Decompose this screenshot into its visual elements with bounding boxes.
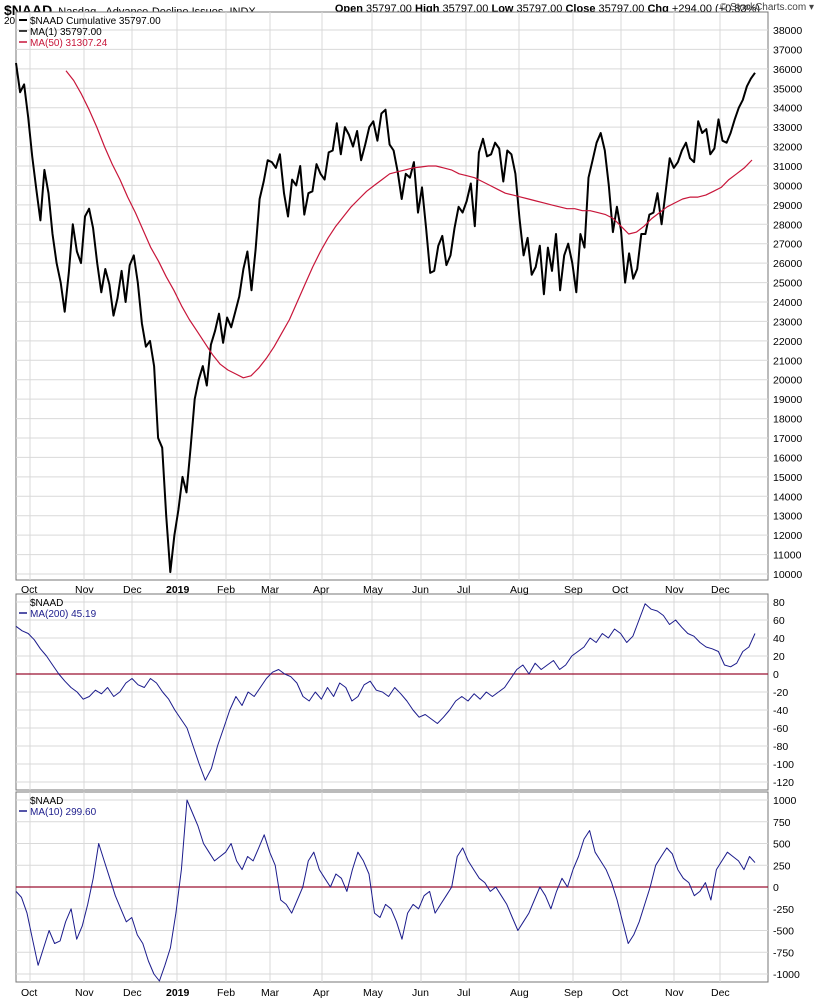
series-line--naad-cumulative	[15, 62, 756, 574]
y-tick-label: 0	[773, 882, 779, 894]
y-tick-label: 23000	[773, 316, 802, 328]
y-tick-label: -20	[773, 687, 788, 699]
x-tick-label: 2019	[166, 987, 190, 999]
y-tick-label: 19000	[773, 394, 802, 406]
y-tick-label: -250	[773, 904, 794, 916]
y-tick-label: -120	[773, 777, 794, 789]
x-tick-label: Aug	[510, 987, 529, 999]
y-tick-label: 24000	[773, 297, 802, 309]
y-tick-label: 13000	[773, 511, 802, 523]
brand-link[interactable]: © StockCharts.com ▾	[720, 2, 814, 13]
x-tick-label: Oct	[612, 584, 628, 596]
y-tick-label: 14000	[773, 491, 802, 503]
x-tick-label: Mar	[261, 987, 280, 999]
series-line-ma-50-	[65, 70, 753, 379]
caret-down-icon[interactable]: ▾	[808, 2, 814, 13]
y-tick-label: 500	[773, 839, 791, 851]
x-tick-label: Nov	[665, 584, 684, 596]
x-tick-label: Oct	[21, 584, 37, 596]
x-tick-label: Apr	[313, 987, 330, 999]
y-tick-label: 20000	[773, 375, 802, 387]
y-tick-label: -500	[773, 926, 794, 938]
y-tick-label: -750	[773, 947, 794, 959]
y-tick-label: 38000	[773, 25, 802, 37]
y-tick-label: 31000	[773, 161, 802, 173]
brand-text: © StockCharts.com	[719, 2, 807, 13]
y-tick-label: -1000	[773, 969, 800, 981]
series-line-ma-10-	[15, 799, 756, 982]
x-tick-label: Jun	[412, 987, 429, 999]
y-tick-label: 40	[773, 633, 785, 645]
y-tick-label: 17000	[773, 433, 802, 445]
legend-entry: MA(1) 35797.00	[30, 27, 102, 38]
y-tick-label: 22000	[773, 336, 802, 348]
x-tick-label: Dec	[711, 584, 730, 596]
y-tick-label: 21000	[773, 355, 802, 367]
y-tick-label: 12000	[773, 530, 802, 542]
y-tick-label: -60	[773, 723, 788, 735]
y-tick-label: 34000	[773, 103, 802, 115]
x-tick-label: Jul	[457, 584, 470, 596]
y-tick-label: 35000	[773, 83, 802, 95]
y-tick-label: 36000	[773, 64, 802, 76]
x-tick-label: Dec	[711, 987, 730, 999]
y-tick-label: 60	[773, 615, 785, 627]
y-tick-label: 33000	[773, 122, 802, 134]
y-tick-label: 10000	[773, 569, 802, 581]
legend-entry: $NAAD Cumulative 35797.00	[30, 16, 161, 27]
y-tick-label: 250	[773, 860, 791, 872]
x-tick-label: Dec	[123, 987, 142, 999]
y-tick-label: 16000	[773, 452, 802, 464]
x-tick-label: 2019	[166, 584, 190, 596]
x-tick-label: Nov	[75, 584, 94, 596]
x-tick-label: May	[363, 584, 384, 596]
panel-price: 10000 11000 12000 13000 14000 15000 16000 17000…	[15, 11, 802, 581]
x-tick-label: Sep	[564, 987, 583, 999]
x-tick-label: Nov	[75, 987, 94, 999]
y-tick-label: 0	[773, 669, 779, 681]
x-tick-label: Mar	[261, 584, 280, 596]
x-tick-label: Apr	[313, 584, 330, 596]
x-tick-label: Dec	[123, 584, 142, 596]
x-tick-label: Jul	[457, 987, 470, 999]
y-tick-label: 750	[773, 817, 791, 829]
y-tick-label: 1000	[773, 795, 797, 807]
y-tick-label: 11000	[773, 550, 802, 562]
y-tick-label: 26000	[773, 258, 802, 270]
y-tick-label: 15000	[773, 472, 802, 484]
y-tick-label: -100	[773, 759, 794, 771]
panel-ma10: -1000 -750 -500 -250 0 250 500 750 1000 $NAADMA(1…	[15, 791, 800, 983]
x-tick-label: Jun	[412, 584, 429, 596]
x-tick-label: Aug	[510, 584, 529, 596]
legend-entry: $NAAD	[30, 796, 63, 807]
legend-entry: MA(10) 299.60	[30, 807, 97, 818]
panel-ma200: -120 -100 -80 -60 -40 -20 0 20 40 60 80 $NAADMA(200…	[15, 593, 794, 791]
y-tick-label: 20	[773, 651, 785, 663]
y-tick-label: -80	[773, 741, 788, 753]
y-tick-label: -40	[773, 705, 788, 717]
legend-entry: MA(200) 45.19	[30, 609, 97, 620]
x-tick-label: Feb	[217, 584, 235, 596]
y-tick-label: 18000	[773, 414, 802, 426]
x-tick-label: Feb	[217, 987, 235, 999]
x-tick-label: Oct	[612, 987, 628, 999]
panel-frame	[15, 11, 769, 581]
legend-entry: $NAAD	[30, 598, 63, 609]
y-tick-label: 27000	[773, 239, 802, 251]
x-tick-label: Oct	[21, 987, 37, 999]
y-tick-label: 28000	[773, 219, 802, 231]
y-tick-label: 37000	[773, 44, 802, 56]
y-tick-label: 29000	[773, 200, 802, 212]
y-tick-label: 80	[773, 597, 785, 609]
x-tick-label: Sep	[564, 584, 583, 596]
y-tick-label: 30000	[773, 180, 802, 192]
x-tick-label: May	[363, 987, 384, 999]
series-line-ma-200-	[15, 603, 756, 781]
x-tick-label: Nov	[665, 987, 684, 999]
legend-entry: MA(50) 31307.24	[30, 38, 108, 49]
y-tick-label: 32000	[773, 142, 802, 154]
y-tick-label: 25000	[773, 278, 802, 290]
